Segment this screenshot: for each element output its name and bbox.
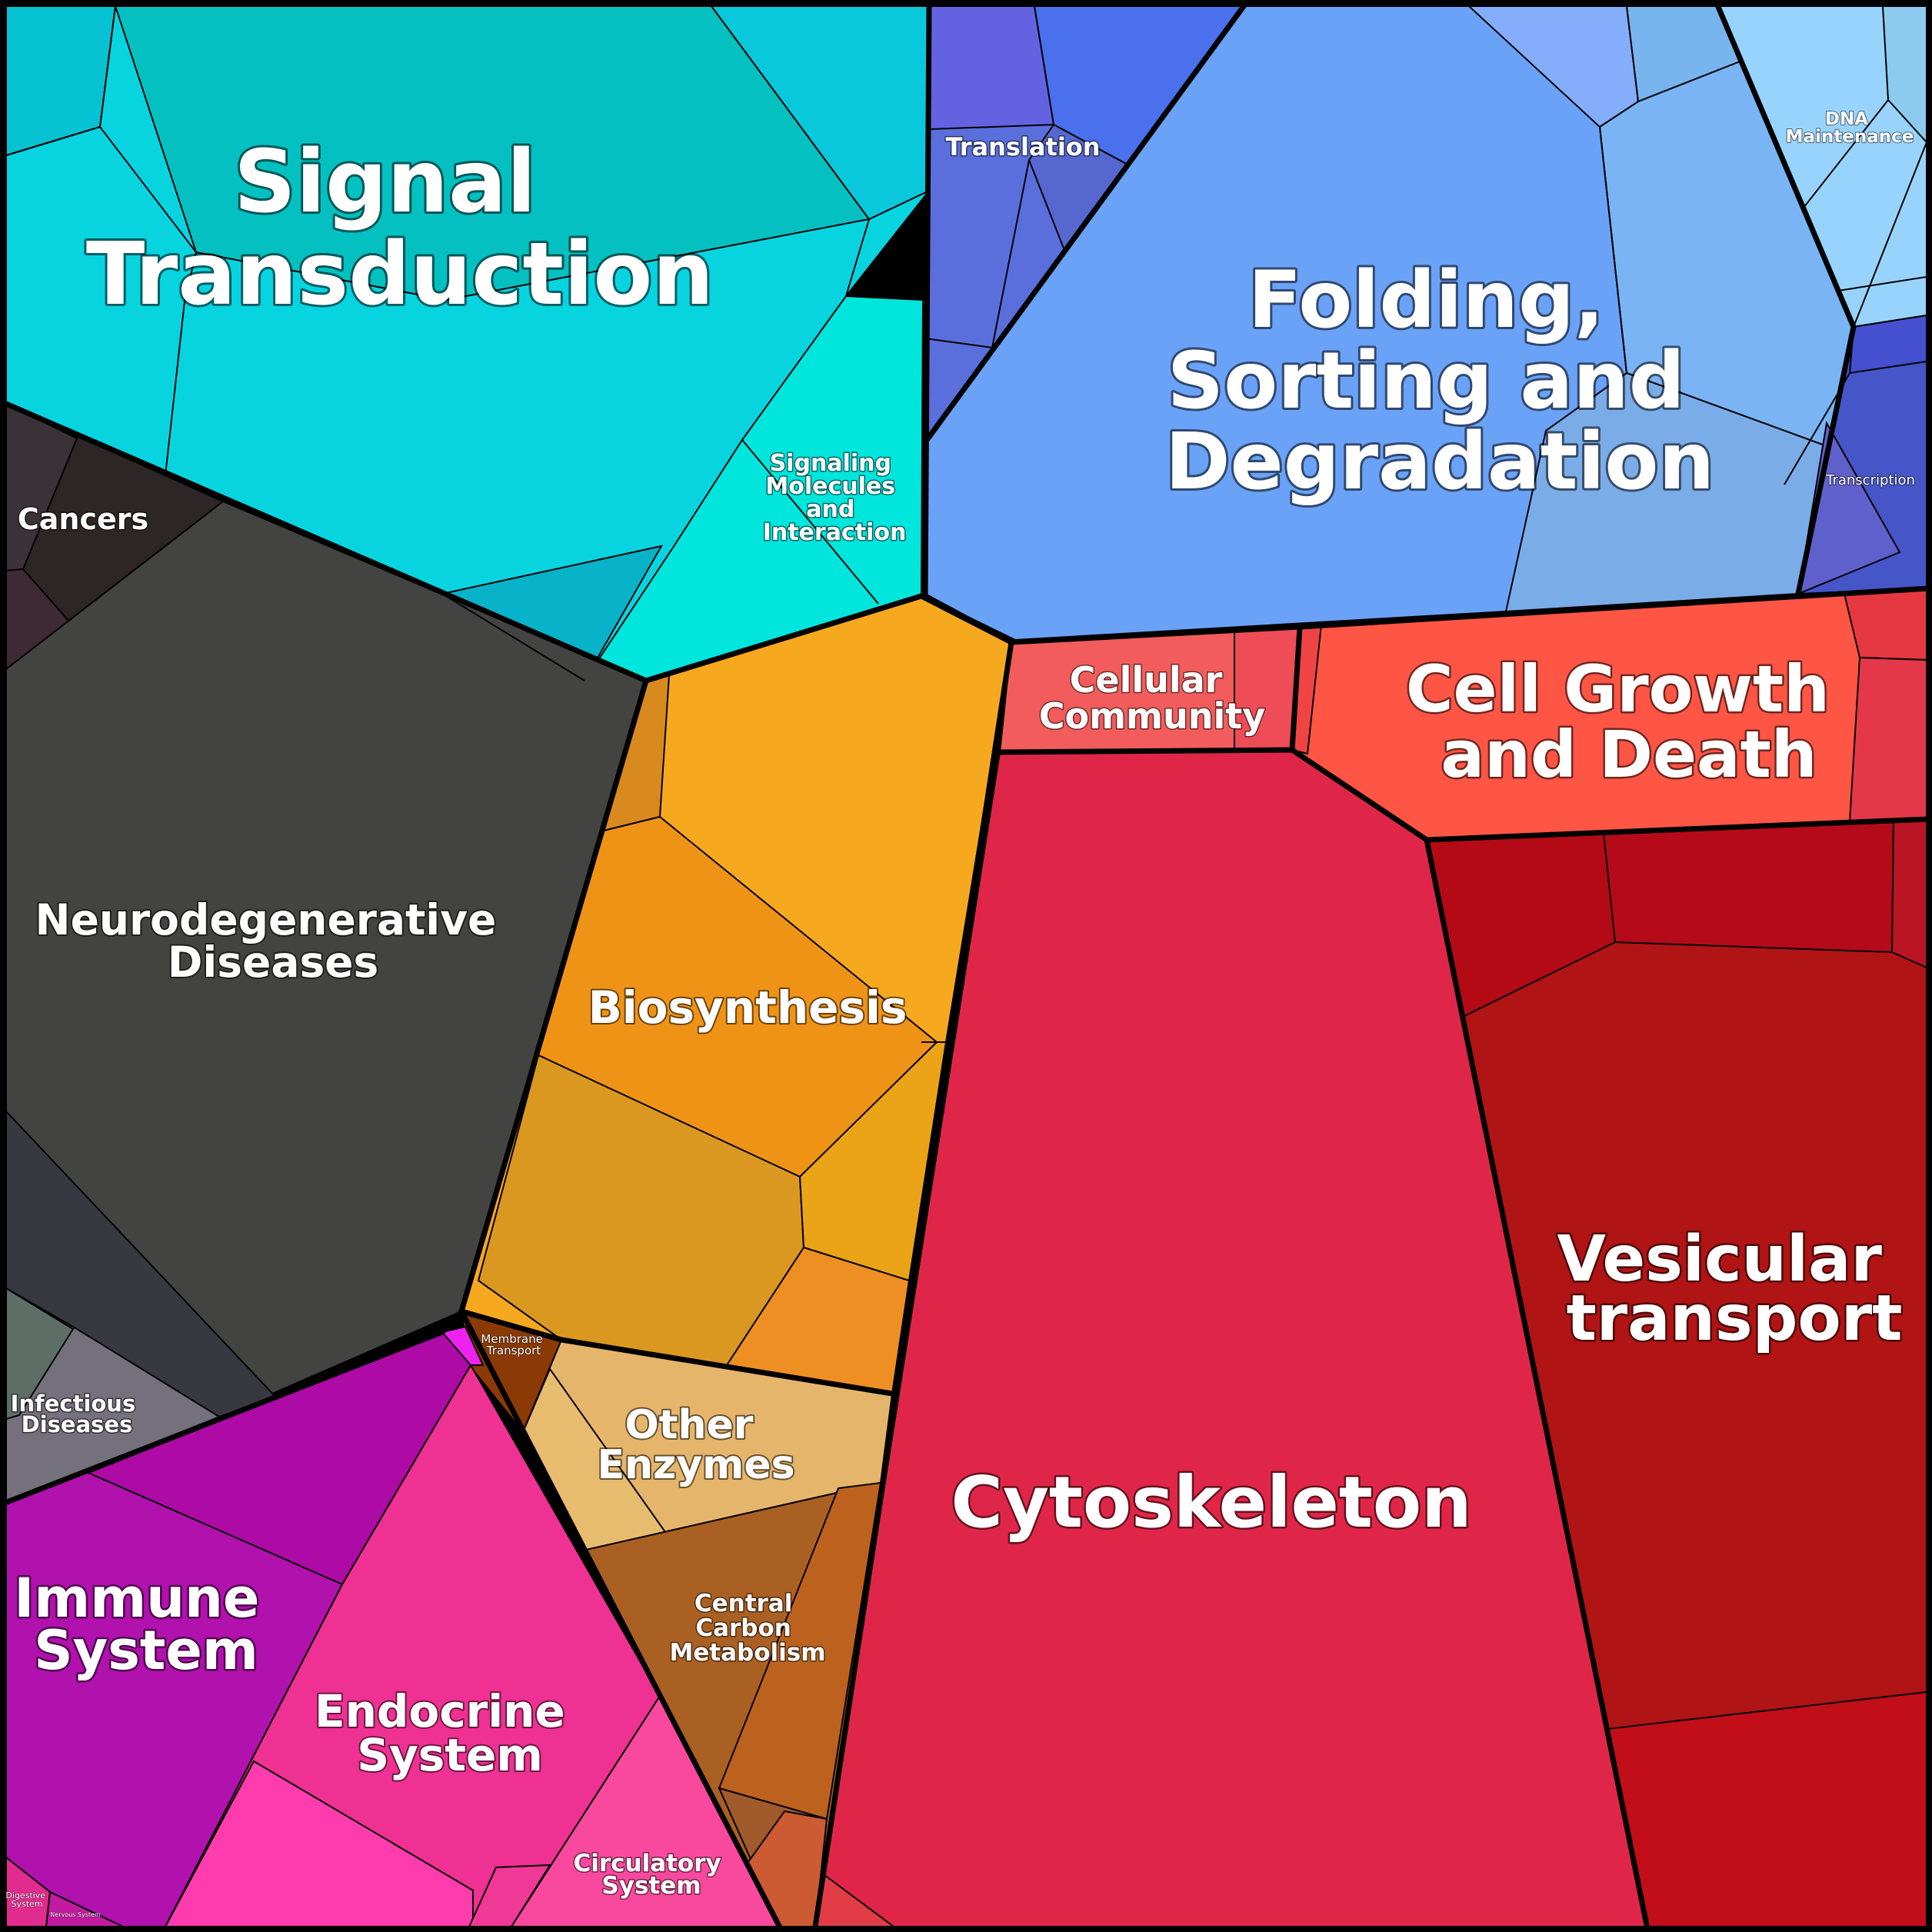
region-diseases — [5, 402, 648, 1505]
digestive-label: Digestive System — [5, 1890, 48, 1909]
border-line — [812, 641, 1014, 1927]
border-line — [1289, 626, 1303, 751]
central-carbon-label: Central Carbon Metabolism — [669, 1590, 825, 1667]
divider-line — [1853, 142, 1927, 328]
cellular-community-label: Cellular Community — [1039, 659, 1265, 737]
border-line — [924, 593, 1013, 645]
divider-line — [741, 439, 879, 605]
other-enzymes-label: Other Enzymes — [597, 1402, 794, 1488]
circulatory-label: Circulatory System — [573, 1850, 729, 1900]
translation-label: Translation — [945, 132, 1100, 162]
cell-growth-subcell — [1848, 656, 1927, 823]
divider-line — [99, 5, 116, 128]
border-line — [1714, 2, 1857, 595]
internal-divider-lines — [5, 5, 1927, 1043]
signal-transduction-subcell — [114, 5, 871, 301]
divider-line — [845, 218, 870, 297]
immune-label: Immune System — [14, 1567, 278, 1682]
translation-subcell — [928, 5, 1055, 131]
vesicular-subcell — [1890, 818, 1927, 969]
cancers-label: Cancers — [18, 502, 148, 536]
divider-line — [1837, 276, 1927, 291]
border-line — [2, 1308, 562, 1507]
cells — [5, 5, 1927, 1927]
cytoskeleton-label: Cytoskeleton — [951, 1461, 1471, 1544]
region-organismal — [5, 1325, 782, 1927]
vesicular-label: Vesicular transport — [1557, 1223, 1904, 1355]
border-line — [999, 747, 1930, 843]
border-line — [458, 680, 649, 1312]
region-folding — [924, 5, 1927, 641]
region-signal-transduction — [5, 5, 930, 682]
cell-growth-label: Cell Growth and Death — [1406, 651, 1852, 792]
labels: Signal Transduction Signaling Molecules … — [5, 108, 1916, 1918]
vesicular-subcell — [1606, 1690, 1927, 1927]
border-line — [561, 1337, 893, 1397]
signal-transduction-label: Signal Transduction — [86, 132, 714, 325]
border-line — [1424, 839, 1651, 1930]
endocrine-label: Endocrine System — [315, 1685, 581, 1781]
divider-line — [1803, 99, 1889, 208]
dna-maintenance-label: DNA Maintenance — [1786, 109, 1914, 147]
divider-line — [5, 125, 197, 253]
transcription-label: Transcription — [1825, 472, 1915, 488]
divider-line — [441, 593, 585, 681]
membrane-transport-label: Membrane Transport — [481, 1332, 546, 1357]
infectious-label: Infectious Diseases — [11, 1391, 144, 1437]
divider-line — [1599, 126, 1627, 374]
biosynthesis-subcell — [798, 1041, 948, 1282]
region-cellular-community — [998, 625, 1301, 754]
border-line — [458, 1310, 784, 1930]
biosynthesis-label: Biosynthesis — [588, 981, 908, 1034]
border-line — [923, 1, 1248, 445]
magenta-sliver-cell — [441, 1325, 485, 1366]
neurodegenerative-label: Neurodegenerative Diseases — [35, 895, 511, 987]
region-central-carbon — [585, 1481, 882, 1927]
folding-label: Folding, Sorting and Degradation — [1165, 255, 1714, 508]
signaling-molecules-label: Signaling Molecules and Interaction — [763, 450, 907, 546]
divider-line — [165, 251, 197, 476]
vesicular-subcell — [1602, 820, 1895, 954]
nervous-label: Nervous System — [50, 1911, 101, 1918]
border-line — [922, 2, 932, 597]
region-biosynthesis — [460, 595, 1013, 1395]
infectious-subcell — [5, 1287, 75, 1421]
